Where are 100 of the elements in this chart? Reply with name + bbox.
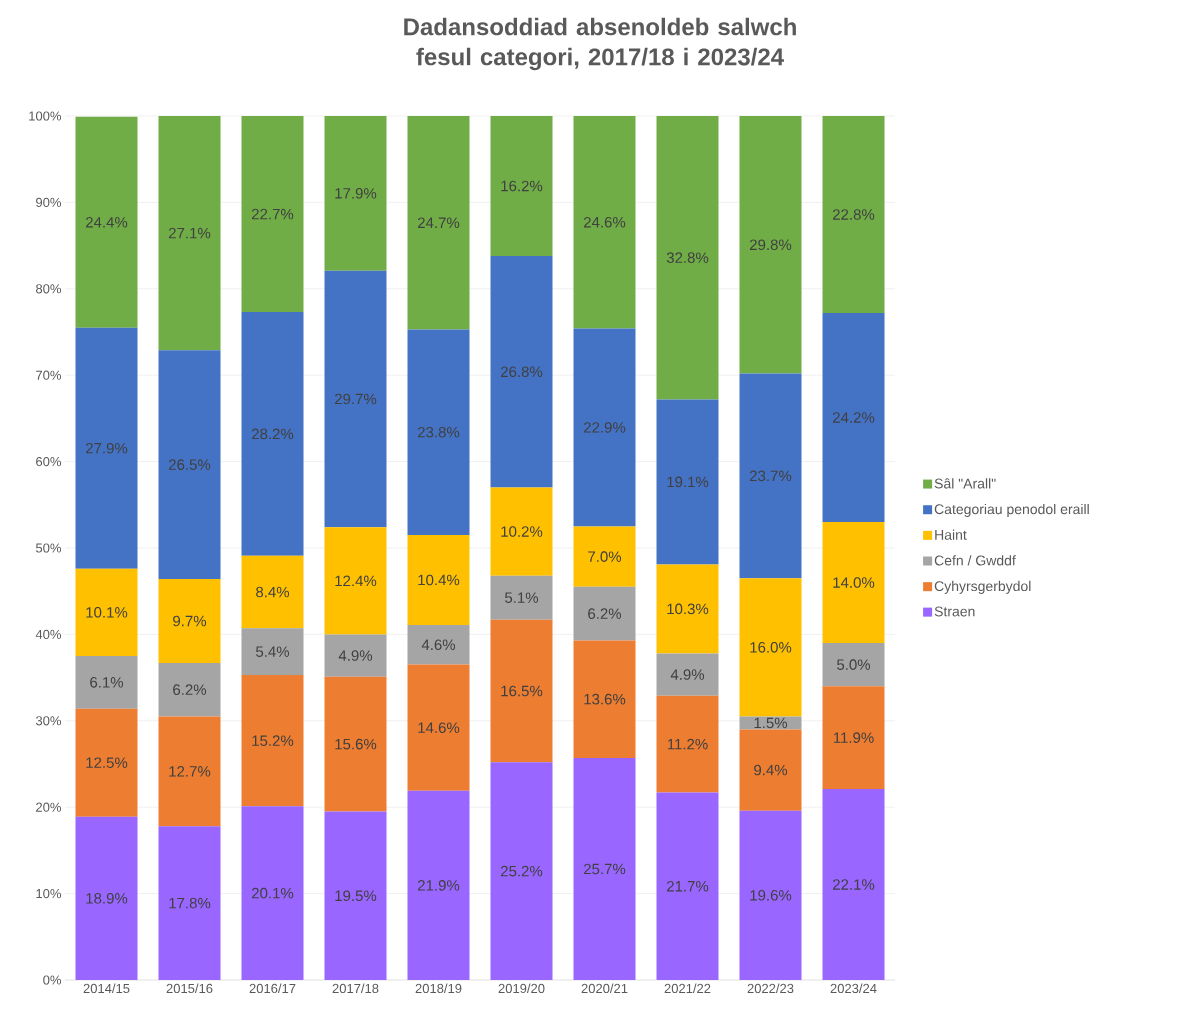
bar bbox=[739, 578, 802, 717]
bar bbox=[324, 811, 387, 980]
data-label: 6.2% bbox=[173, 684, 207, 695]
bar bbox=[739, 810, 802, 980]
bar bbox=[407, 329, 470, 536]
y-tick-label: 0% bbox=[43, 975, 62, 985]
bar bbox=[656, 564, 719, 654]
data-label: 22.9% bbox=[584, 422, 626, 433]
bar bbox=[490, 619, 553, 763]
data-label: 27.1% bbox=[169, 227, 211, 239]
bar bbox=[75, 655, 138, 709]
data-label: 21.7% bbox=[667, 880, 709, 892]
legend-label: Sâl "Arall" bbox=[934, 478, 996, 489]
x-tick-label: 2015/16 bbox=[166, 983, 213, 994]
bar bbox=[490, 255, 553, 488]
bar bbox=[75, 816, 138, 980]
x-tick-label: 2017/18 bbox=[332, 983, 379, 994]
bar bbox=[241, 628, 304, 675]
bar bbox=[324, 115, 387, 271]
data-label: 5.0% bbox=[837, 659, 871, 670]
y-tick-label: 70% bbox=[36, 370, 62, 380]
bar bbox=[158, 115, 221, 351]
data-label: 4.6% bbox=[421, 639, 456, 651]
data-label: 8.4% bbox=[256, 586, 290, 598]
data-label: 15.2% bbox=[252, 735, 294, 746]
y-tick-label: 80% bbox=[36, 284, 62, 294]
data-label: 7.0% bbox=[588, 551, 622, 562]
bar bbox=[656, 399, 719, 565]
data-label: 19.5% bbox=[335, 890, 377, 902]
data-label: 23.8% bbox=[418, 426, 460, 438]
legend-label: Haint bbox=[935, 529, 967, 540]
y-tick-label: 100% bbox=[29, 111, 62, 121]
bar bbox=[158, 716, 221, 827]
data-label: 26.8% bbox=[501, 366, 543, 378]
data-label: 10.1% bbox=[86, 607, 128, 618]
bar bbox=[656, 695, 719, 793]
data-label: 17.9% bbox=[335, 188, 377, 199]
x-tick-label: 2014/15 bbox=[83, 983, 130, 994]
bar bbox=[490, 115, 553, 256]
bar bbox=[490, 487, 553, 576]
data-label: 12.4% bbox=[335, 575, 377, 587]
x-tick-label: 2023/24 bbox=[830, 983, 877, 994]
bar bbox=[241, 312, 304, 556]
bar bbox=[490, 762, 553, 980]
bar bbox=[158, 826, 221, 980]
data-label: 29.7% bbox=[335, 393, 377, 405]
bar bbox=[241, 115, 304, 313]
data-label: 4.9% bbox=[338, 650, 373, 661]
bar bbox=[75, 116, 138, 328]
data-label: 5.4% bbox=[256, 646, 290, 657]
bar bbox=[739, 729, 802, 811]
data-label: 16.2% bbox=[501, 180, 543, 192]
bar bbox=[822, 686, 885, 790]
legend-label: Cefn / Gwddf bbox=[934, 555, 1016, 566]
x-tick-label: 2020/21 bbox=[581, 983, 628, 994]
data-label: 23.7% bbox=[750, 470, 792, 482]
legend-label: Straen bbox=[934, 606, 975, 617]
data-label: 16.0% bbox=[750, 642, 792, 653]
y-tick-label: 30% bbox=[35, 716, 62, 726]
data-label: 22.7% bbox=[252, 208, 294, 220]
bar bbox=[241, 806, 304, 980]
bar bbox=[490, 575, 553, 620]
data-label: 14.6% bbox=[418, 722, 460, 733]
bar bbox=[656, 653, 719, 696]
bar bbox=[407, 790, 470, 980]
data-label: 4.9% bbox=[670, 669, 705, 680]
bar bbox=[573, 115, 636, 329]
data-label: 26.5% bbox=[169, 459, 211, 470]
data-label: 20.1% bbox=[252, 887, 294, 899]
data-label: 24.6% bbox=[584, 216, 626, 228]
data-label: 15.6% bbox=[335, 738, 377, 750]
data-label: 24.4% bbox=[86, 216, 128, 228]
data-label: 9.4% bbox=[754, 764, 788, 776]
y-tick-label: 40% bbox=[35, 629, 62, 639]
bar bbox=[739, 373, 802, 579]
data-label: 18.9% bbox=[86, 893, 128, 904]
bar bbox=[324, 676, 387, 812]
data-label: 19.1% bbox=[667, 476, 709, 488]
bar bbox=[241, 555, 304, 629]
bar bbox=[407, 624, 470, 665]
y-tick-label: 50% bbox=[35, 543, 62, 553]
data-label: 24.2% bbox=[833, 412, 875, 423]
y-tick-label: 60% bbox=[36, 456, 62, 467]
bar bbox=[324, 527, 387, 635]
bar bbox=[241, 674, 304, 807]
bar bbox=[407, 535, 470, 625]
data-label: 11.2% bbox=[667, 738, 708, 750]
bar bbox=[407, 115, 470, 330]
bar bbox=[822, 115, 885, 313]
y-tick-label: 10% bbox=[36, 888, 62, 899]
data-label: 12.5% bbox=[86, 757, 128, 768]
data-label: 17.8% bbox=[169, 897, 211, 909]
data-label: 12.7% bbox=[169, 766, 211, 777]
data-label: 10.4% bbox=[418, 574, 460, 586]
bar bbox=[158, 350, 221, 580]
data-label: 14.0% bbox=[833, 577, 875, 588]
bar bbox=[75, 568, 138, 656]
bar bbox=[407, 664, 470, 791]
x-tick-label: 2022/23 bbox=[747, 983, 794, 994]
bar bbox=[573, 328, 636, 527]
